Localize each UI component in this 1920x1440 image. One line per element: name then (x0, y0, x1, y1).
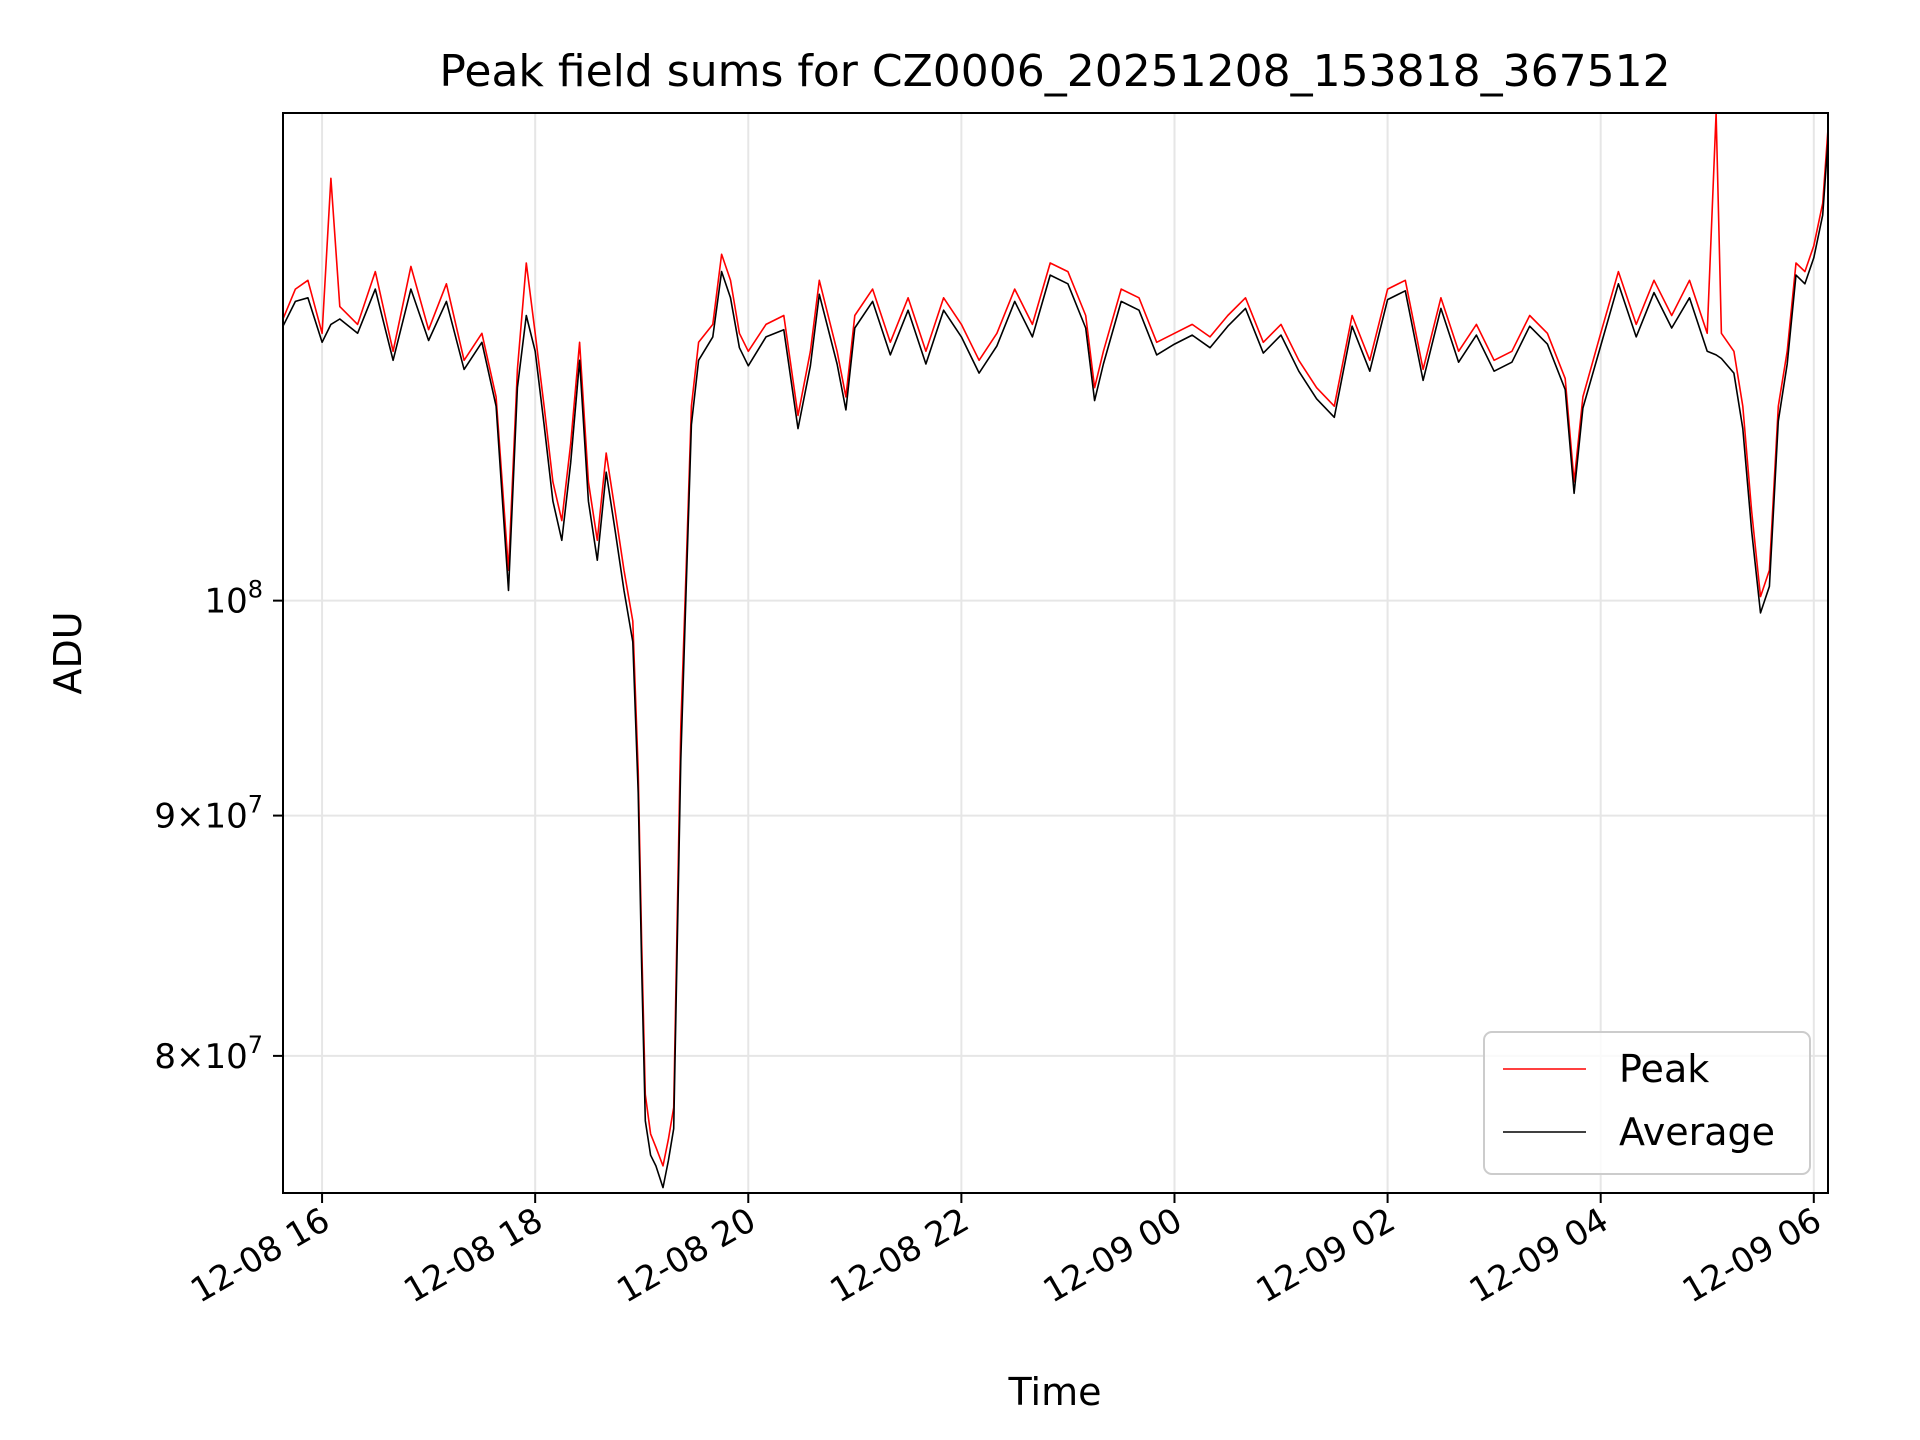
grid (283, 113, 1828, 1193)
x-axis-label: Time (1008, 1370, 1102, 1414)
y-tick-label: 108 (204, 576, 263, 622)
y-tick-label: 8×107 (154, 1031, 263, 1077)
chart-title: Peak field sums for CZ0006_20251208_1538… (439, 46, 1670, 97)
legend-box (1483, 1031, 1811, 1175)
series-line-peak (282, 112, 1829, 1167)
series-line-average (282, 140, 1829, 1189)
legend-average-label: Average (1619, 1110, 1775, 1154)
series-lines (282, 112, 1829, 1189)
y-tick-label: 9×107 (154, 791, 263, 837)
y-axis-ticks: 8×107 9×107 108 (154, 576, 283, 1077)
plot-frame (282, 112, 1829, 1194)
legend: Peak Average (1483, 1031, 1811, 1175)
y-axis-label: ADU (46, 611, 90, 694)
legend-peak-label: Peak (1619, 1047, 1709, 1091)
